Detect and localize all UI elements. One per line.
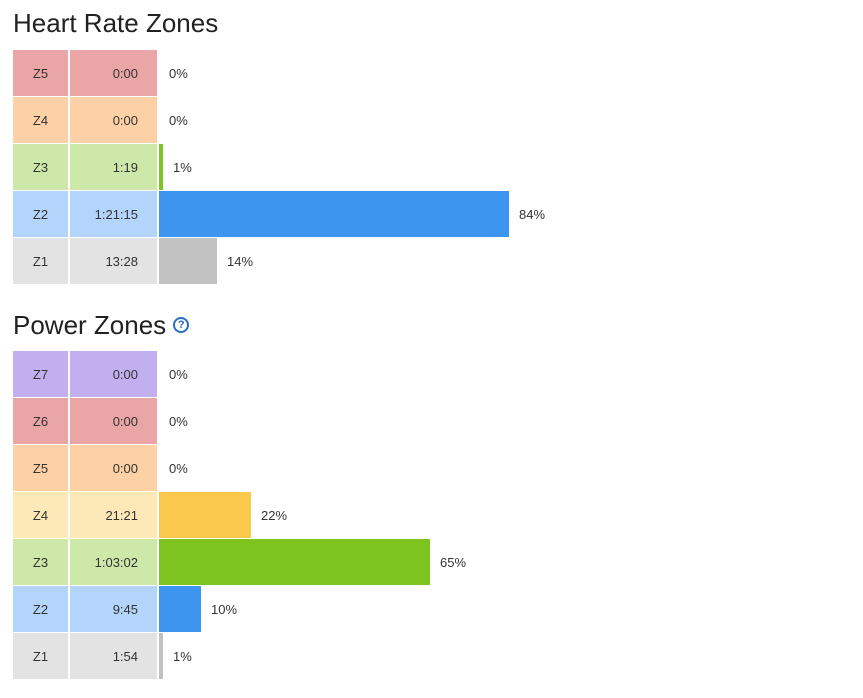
zone-time: 9:45 — [112, 601, 138, 617]
zone-percent: 0% — [169, 413, 188, 429]
zone-bar — [159, 191, 509, 237]
zone-percent: 0% — [169, 112, 188, 128]
zone-bar — [159, 633, 163, 679]
zone-percent: 0% — [169, 366, 188, 382]
zone-time-cell: 0:00 — [70, 97, 157, 143]
zone-label: Z4 — [13, 492, 68, 538]
zone-time: 1:54 — [112, 648, 138, 664]
zone-label: Z5 — [13, 50, 68, 96]
heart-rate-zones-title: Heart Rate Zones — [13, 10, 218, 36]
zone-percent: 1% — [173, 648, 192, 664]
zone-time-cell: 0:00 — [70, 351, 157, 397]
power-zones-title-text: Power Zones — [13, 310, 167, 340]
zone-bar — [159, 539, 430, 585]
zone-label: Z6 — [13, 398, 68, 444]
zone-time: 0:00 — [112, 65, 138, 81]
zone-bar — [159, 144, 163, 190]
zone-time: 21:21 — [105, 507, 138, 523]
zone-label: Z4 — [13, 97, 68, 143]
zone-time-cell: 9:45 — [70, 586, 157, 632]
zone-percent: 0% — [169, 65, 188, 81]
zone-label: Z2 — [13, 586, 68, 632]
zone-bar — [159, 492, 251, 538]
zone-time: 1:03:02 — [94, 554, 138, 570]
zone-time-cell: 0:00 — [70, 445, 157, 491]
heart-rate-zones-title-text: Heart Rate Zones — [13, 8, 219, 38]
zone-percent: 0% — [169, 460, 188, 476]
zone-time: 13:28 — [105, 253, 138, 269]
zone-label: Z2 — [13, 191, 68, 237]
zone-time: 0:00 — [112, 366, 138, 382]
zone-label: Z5 — [13, 445, 68, 491]
zone-percent: 65% — [440, 554, 467, 570]
zone-time-cell: 1:54 — [70, 633, 157, 679]
zone-time: 0:00 — [112, 460, 138, 476]
zone-label: Z7 — [13, 351, 68, 397]
zone-time-cell: 1:03:02 — [70, 539, 157, 585]
zone-time: 1:19 — [112, 159, 138, 175]
zone-percent: 10% — [211, 601, 238, 617]
zone-time: 0:00 — [112, 112, 138, 128]
power-zones-title: Power Zones ? — [13, 310, 190, 340]
zone-label: Z1 — [13, 238, 68, 284]
zone-time-cell: 21:21 — [70, 492, 157, 538]
zone-time-cell: 0:00 — [70, 50, 157, 96]
zone-time-cell: 0:00 — [70, 398, 157, 444]
zone-label: Z3 — [13, 144, 68, 190]
zone-percent: 22% — [261, 507, 288, 523]
zone-label: Z3 — [13, 539, 68, 585]
zone-time-cell: 1:19 — [70, 144, 157, 190]
zone-bar — [159, 238, 217, 284]
zone-label: Z1 — [13, 633, 68, 679]
zone-time: 1:21:15 — [94, 206, 138, 222]
question-circle-icon[interactable]: ? — [173, 317, 190, 333]
zone-time: 0:00 — [112, 413, 138, 429]
zone-percent: 1% — [173, 159, 192, 175]
zone-percent: 84% — [519, 206, 546, 222]
zone-percent: 14% — [227, 253, 254, 269]
zone-time-cell: 1:21:15 — [70, 191, 157, 237]
zone-bar — [159, 586, 201, 632]
zone-time-cell: 13:28 — [70, 238, 157, 284]
